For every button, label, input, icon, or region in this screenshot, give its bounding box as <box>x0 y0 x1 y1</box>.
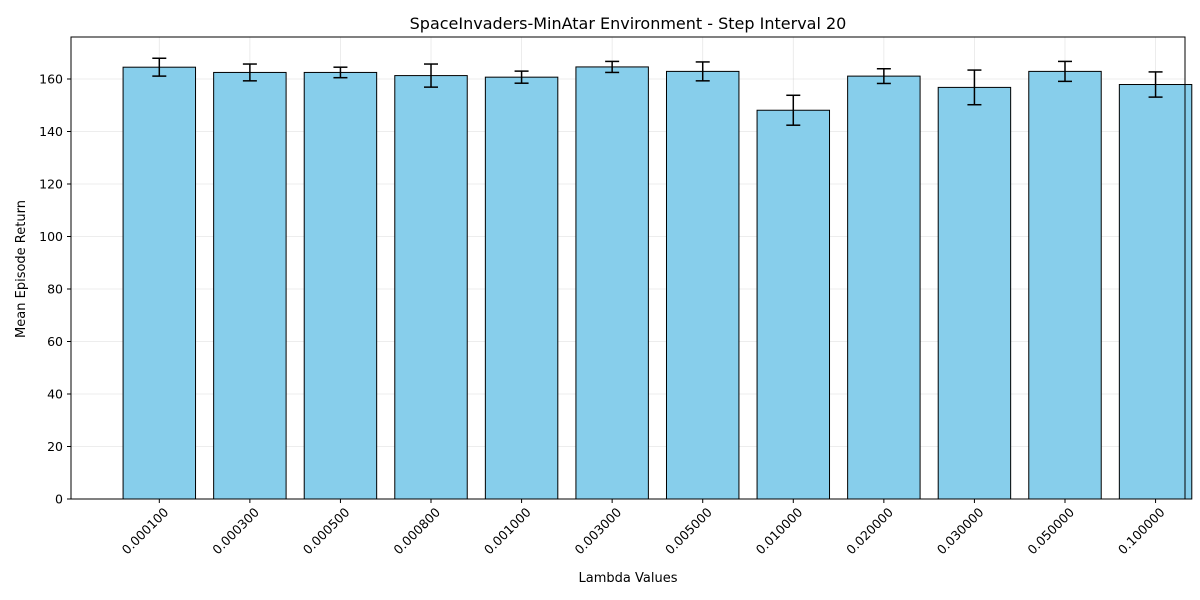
bar <box>213 71 287 500</box>
error-bar <box>424 63 439 88</box>
y-axis-ticks: 0 20 40 60 80 100 120 140 160 <box>39 72 71 507</box>
error-bar <box>695 61 710 82</box>
bars <box>122 66 1193 500</box>
bar <box>665 70 740 500</box>
error-bar <box>333 66 348 79</box>
y-tick-label: 80 <box>47 282 63 297</box>
plot-frame <box>70 36 1186 500</box>
x-axis-ticks: 0.000100 0.000300 0.000500 0.000800 0.001000… <box>119 499 1168 557</box>
y-tick-label: 120 <box>39 177 63 192</box>
error-bar <box>242 63 257 82</box>
y-tick-label: 20 <box>47 439 63 454</box>
x-axis-label: Lambda Values <box>579 571 678 586</box>
x-tick-label: 0.000300 <box>209 504 262 557</box>
x-tick-label: 0.005000 <box>662 504 715 557</box>
y-tick-label: 140 <box>39 124 63 139</box>
y-tick-label: 0 <box>55 492 63 507</box>
chart-title: SpaceInvaders-MinAtar Environment - Step… <box>410 14 847 33</box>
error-bar <box>967 69 982 106</box>
y-tick-label: 60 <box>47 334 63 349</box>
bar <box>303 71 378 500</box>
error-bar <box>876 68 891 85</box>
x-tick-label: 0.050000 <box>1024 504 1077 557</box>
error-bar <box>1057 60 1072 83</box>
bar <box>1118 84 1193 500</box>
y-tick-label: 100 <box>39 229 63 244</box>
y-axis-label: Mean Episode Return <box>14 200 29 338</box>
x-tick-label: 0.000100 <box>119 504 172 557</box>
x-tick-label: 0.010000 <box>753 504 806 557</box>
bar <box>394 75 468 500</box>
y-tick-label: 40 <box>47 387 63 402</box>
bar <box>1028 70 1102 500</box>
bar <box>575 66 649 500</box>
bar <box>847 75 921 500</box>
x-tick-label: 0.000800 <box>390 504 443 557</box>
bar <box>937 86 1012 500</box>
bar <box>122 66 197 500</box>
x-tick-label: 0.020000 <box>843 504 896 557</box>
error-bar <box>514 70 529 84</box>
error-bars <box>152 57 1163 126</box>
y-tick-label: 160 <box>39 72 63 87</box>
x-tick-label: 0.000500 <box>300 504 353 557</box>
x-tick-label: 0.003000 <box>571 504 624 557</box>
error-bar <box>605 60 620 74</box>
bar <box>484 76 559 500</box>
x-tick-label: 0.030000 <box>934 504 987 557</box>
bar <box>756 109 831 500</box>
error-bar <box>786 94 801 126</box>
error-bar <box>152 57 167 77</box>
x-tick-label: 0.100000 <box>1115 504 1168 557</box>
error-bar <box>1148 71 1163 98</box>
x-tick-label: 0.001000 <box>481 504 534 557</box>
